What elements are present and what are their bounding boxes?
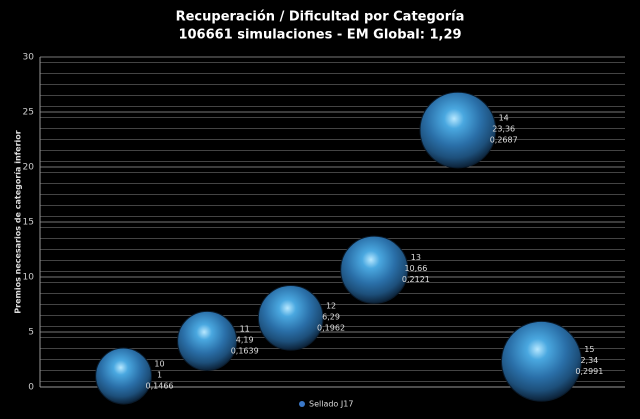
y-axis-label: Premios necesarios de categoría inferior [14,130,23,313]
data-label: 23,36 [492,125,515,134]
data-label: 0,1466 [146,382,174,391]
bubble [177,310,238,371]
legend-marker [299,401,305,407]
data-label: 0,1962 [317,323,345,332]
data-label: 10,66 [404,264,427,273]
y-tick-label: 10 [23,273,35,283]
bubble [95,347,153,405]
chart-title: Recuperación / Dificultad por Categoría [176,10,465,25]
data-label: 11 [240,324,250,333]
legend-label: Sellado J17 [309,400,353,409]
bubble [257,284,324,351]
data-label: 6,29 [322,312,340,321]
y-tick-label: 15 [23,218,34,228]
data-label: 1 [157,371,162,380]
bubble [419,91,497,169]
data-label: 12 [326,301,336,310]
y-tick-label: 30 [23,53,35,63]
y-tick-label: 0 [28,383,34,393]
bubble [340,235,409,304]
y-tick-label: 5 [28,328,34,338]
data-label: 0,2121 [402,275,430,284]
data-label: 0,1639 [231,346,259,355]
y-tick-label: 25 [23,108,34,118]
y-tick-label: 20 [23,163,35,173]
data-label: 2,34 [580,356,598,365]
data-label: 13 [411,253,421,262]
data-label: 0,2991 [575,367,603,376]
bubble [501,320,582,402]
data-label: 0,2687 [490,136,518,145]
data-label: 4,19 [236,335,254,344]
chart-subtitle: 106661 simulaciones - EM Global: 1,29 [178,28,461,43]
data-label: 14 [499,114,509,123]
data-label: 15 [584,345,594,354]
data-label: 10 [154,360,164,369]
